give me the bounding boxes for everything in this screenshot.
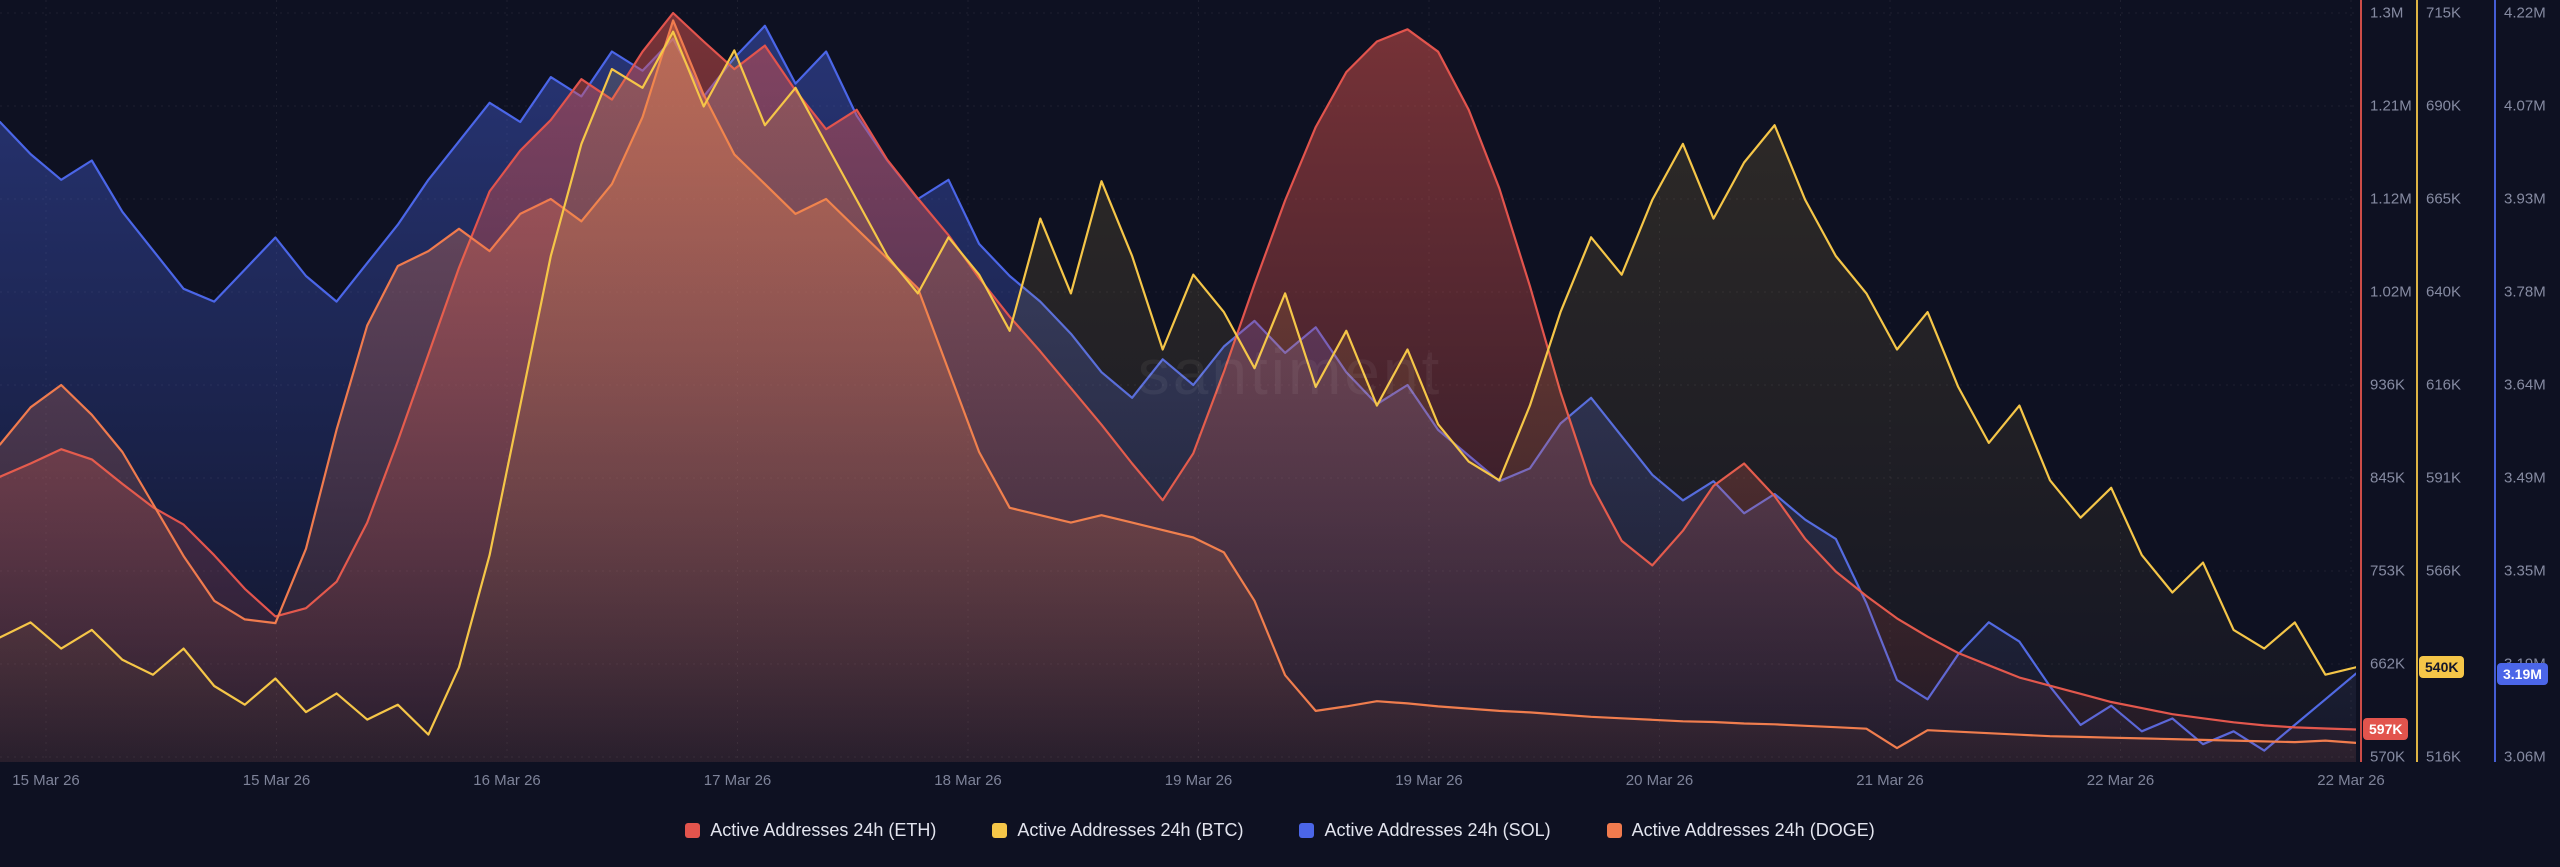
legend-item-doge[interactable]: Active Addresses 24h (DOGE) <box>1606 819 1875 841</box>
legend-label: Active Addresses 24h (DOGE) <box>1631 819 1875 840</box>
y-tick-label-btc: 591K <box>2426 469 2462 487</box>
x-tick-label: 17 Mar 26 <box>703 772 772 789</box>
y-axis-line-sol <box>2494 0 2496 762</box>
y-tick-label-btc: 616K <box>2426 376 2462 394</box>
legend-label: Active Addresses 24h (SOL) <box>1324 819 1551 840</box>
y-tick-label-eth: 1.12M <box>2370 190 2412 208</box>
y-tick-label-sol: 4.22M <box>2504 4 2546 22</box>
x-tick-label: 15 Mar 26 <box>12 772 80 789</box>
x-tick-label: 20 Mar 26 <box>1625 772 1694 789</box>
y-tick-label-sol: 3.93M <box>2504 190 2546 208</box>
y-axis-sol[interactable]: 4.22M 4.07M 3.93M 3.78M 3.64M 3.49M 3.35M 3.19M… <box>2494 0 2560 766</box>
y-axis-line-btc <box>2416 0 2418 762</box>
y-axis-line-eth <box>2360 0 2362 762</box>
y-tick-label-sol: 3.78M <box>2504 283 2546 301</box>
current-value-badge-eth: 597K <box>2363 718 2409 741</box>
plot-area[interactable]: santiment <box>0 0 2356 762</box>
y-tick-label-sol: 3.64M <box>2504 376 2546 394</box>
legend-swatch-btc <box>992 822 1008 838</box>
series-area-btc <box>0 31 2356 762</box>
legend-swatch-doge <box>1606 822 1622 838</box>
x-tick-label: 21 Mar 26 <box>1856 772 1924 789</box>
legend-item-sol[interactable]: Active Addresses 24h (SOL) <box>1299 819 1551 841</box>
x-tick-label: 19 Mar 26 <box>1164 772 1233 789</box>
y-tick-label-eth: 936K <box>2370 376 2406 394</box>
y-tick-label-eth: 662K <box>2370 655 2406 673</box>
legend-label: Active Addresses 24h (BTC) <box>1017 819 1244 840</box>
y-axis-btc[interactable]: 715K690K665K640K616K591K566K540K516K540K <box>2416 0 2496 766</box>
y-tick-label-sol: 3.35M <box>2504 562 2546 580</box>
x-axis: 15 Mar 26 15 Mar 26 16 Mar 26 17 Mar 26 18 M… <box>0 766 2420 794</box>
legend-swatch-sol <box>1299 822 1315 838</box>
series-btc[interactable] <box>0 30 2356 762</box>
y-tick-label-btc: 665K <box>2426 190 2462 208</box>
legend-item-btc[interactable]: Active Addresses 24h (BTC) <box>992 820 1243 841</box>
legend-label: Active Addresses 24h (ETH) <box>710 819 937 840</box>
legend-item-eth[interactable]: Active Addresses 24h (ETH) <box>685 820 936 841</box>
y-tick-label-eth: 1.21M <box>2370 97 2412 115</box>
y-tick-label-sol: 3.49M <box>2504 469 2546 487</box>
legend: Active Addresses 24h (ETH) Active Address… <box>0 806 2560 854</box>
y-tick-label-eth: 1.3M <box>2370 4 2404 22</box>
y-axis-eth[interactable]: 1.3M 1.21M 1.12M 1.02M 936K 845K 753K 662K 570K 5… <box>2360 0 2440 766</box>
legend-swatch-eth <box>685 822 701 838</box>
chart-canvas[interactable] <box>0 0 2356 762</box>
y-tick-label-btc: 690K <box>2426 97 2462 115</box>
y-tick-label-eth: 845K <box>2370 469 2406 487</box>
y-tick-label-sol: 4.07M <box>2504 97 2546 115</box>
y-tick-label-btc: 516K <box>2426 748 2462 766</box>
y-tick-label-btc: 640K <box>2426 283 2462 301</box>
y-tick-label-sol: 3.06M <box>2504 748 2546 766</box>
series-line-btc <box>0 30 2356 736</box>
x-tick-label: 15 Mar 26 <box>242 772 311 789</box>
x-tick-label: 22 Mar 26 <box>2317 772 2385 789</box>
current-value-badge-sol: 3.19M <box>2497 662 2548 685</box>
y-tick-label-eth: 1.02M <box>2370 283 2412 301</box>
y-tick-label-eth: 570K <box>2370 748 2406 766</box>
y-tick-label-btc: 715K <box>2426 4 2462 22</box>
x-tick-label: 18 Mar 26 <box>934 772 1002 789</box>
y-tick-label-eth: 753K <box>2370 562 2406 580</box>
x-tick-label: 19 Mar 26 <box>1395 772 1463 789</box>
current-value-badge-btc: 540K <box>2419 656 2465 679</box>
y-tick-label-btc: 566K <box>2426 562 2462 580</box>
x-tick-label: 16 Mar 26 <box>473 772 541 789</box>
x-tick-label: 22 Mar 26 <box>2086 772 2155 789</box>
